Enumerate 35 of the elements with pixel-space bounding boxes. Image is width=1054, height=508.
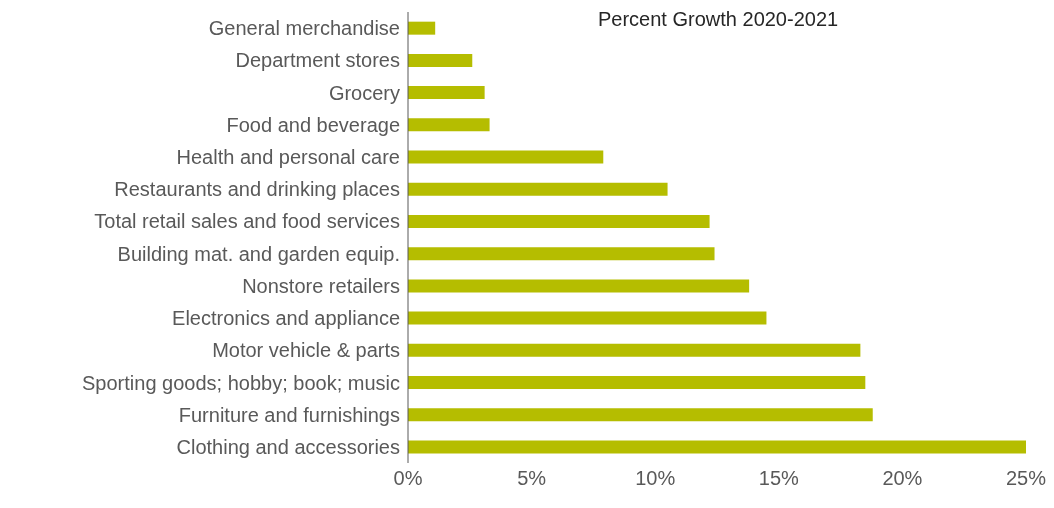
bar xyxy=(408,376,866,390)
bar xyxy=(408,311,767,325)
y-tick-label: Motor vehicle & parts xyxy=(212,339,400,362)
bar xyxy=(408,150,604,164)
bar xyxy=(408,214,710,228)
x-tick-label: 25% xyxy=(1005,467,1047,490)
x-tick-label: 0% xyxy=(393,467,423,490)
x-tick-label: 20% xyxy=(882,467,923,490)
y-tick-label: Grocery xyxy=(328,81,400,104)
y-tick-label: Total retail sales and food services xyxy=(94,210,400,233)
y-tick-label: Health and personal care xyxy=(176,146,400,169)
y-tick-label: General merchandise xyxy=(208,17,400,40)
x-tick-label: 10% xyxy=(635,467,676,490)
y-tick-label: Restaurants and drinking places xyxy=(114,178,400,201)
bar xyxy=(408,118,490,132)
bar xyxy=(408,408,873,422)
chart-title: Percent Growth 2020-2021 xyxy=(598,8,839,31)
bar xyxy=(408,279,750,293)
bar xyxy=(408,21,436,35)
y-tick-label: Nonstore retailers xyxy=(242,274,400,297)
bar xyxy=(408,182,668,196)
x-tick-label: 5% xyxy=(517,467,547,490)
bar xyxy=(408,247,715,261)
bar xyxy=(408,343,861,357)
y-tick-label: Electronics and appliance xyxy=(172,307,400,330)
bar xyxy=(408,86,485,100)
bar xyxy=(408,53,473,67)
y-tick-label: Sporting goods; hobby; book; music xyxy=(82,371,400,394)
y-tick-label: Furniture and furnishings xyxy=(178,403,400,426)
y-tick-label: Food and beverage xyxy=(226,113,400,136)
bar xyxy=(408,440,1026,454)
y-tick-label: Department stores xyxy=(235,49,400,72)
y-tick-label: Building mat. and garden equip. xyxy=(117,242,400,265)
y-tick-label: Clothing and accessories xyxy=(176,435,400,458)
x-tick-label: 15% xyxy=(758,467,800,490)
